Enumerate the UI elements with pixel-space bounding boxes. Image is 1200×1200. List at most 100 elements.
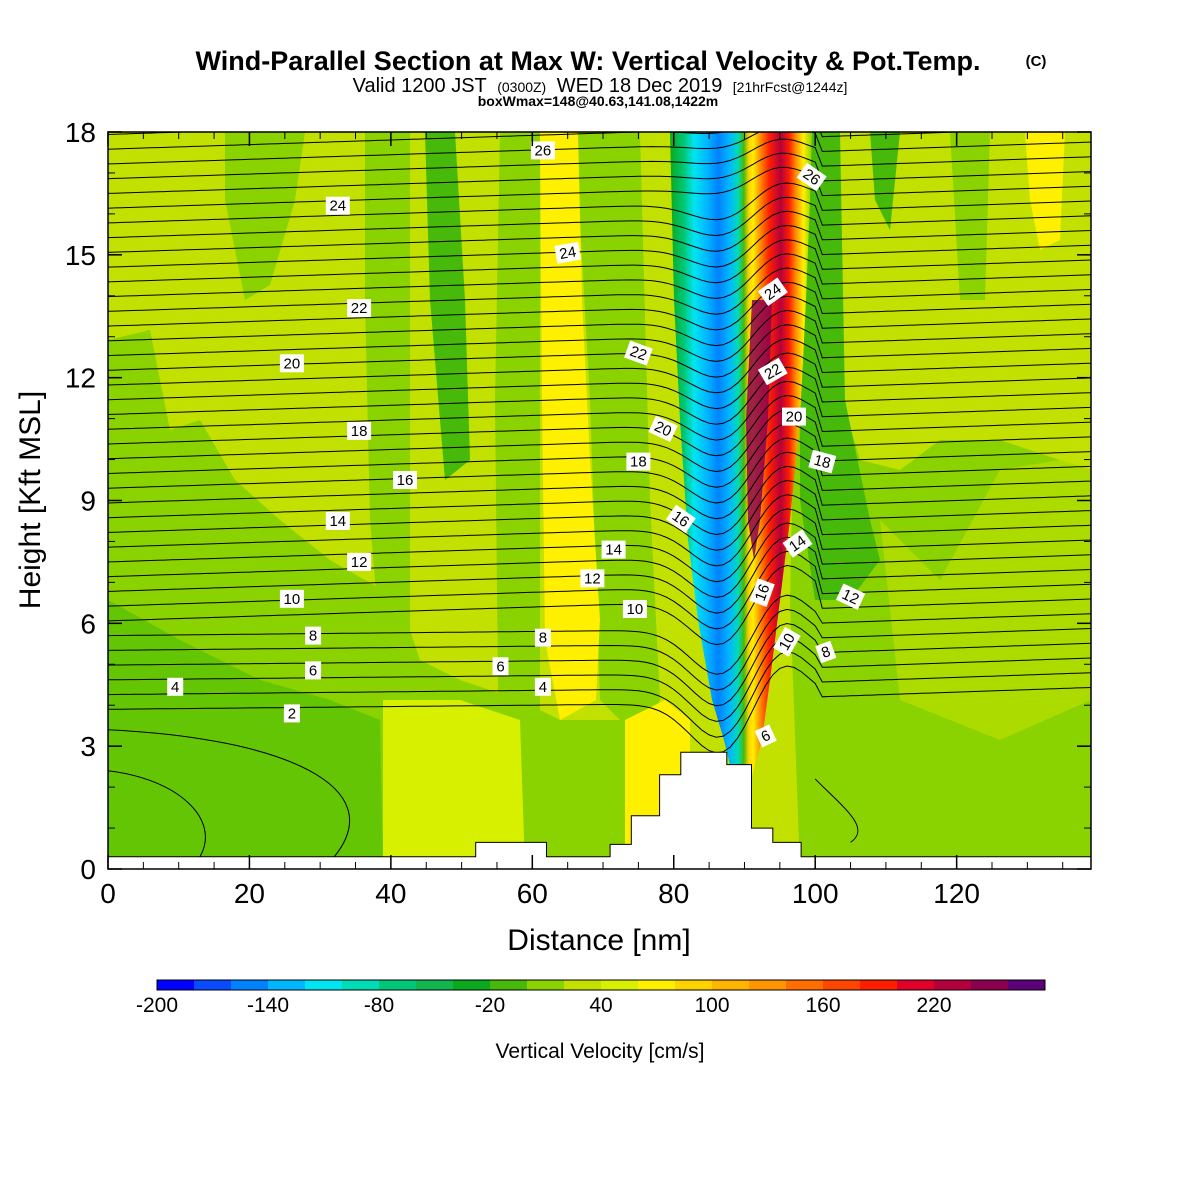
theta-contour-line [108,651,1091,738]
velocity-region-right-green-3 [950,132,990,300]
colorbar-tick-label: 160 [805,994,840,1017]
y-tick-label: 0 [80,854,96,885]
theta-label-box [530,141,555,160]
theta-label: 26 [530,141,555,160]
theta-contour-line [108,409,1091,473]
theta-contour-line [108,437,1091,504]
theta-label-text: 10 [627,601,644,618]
theta-label: 8 [815,640,837,664]
theta-label-box [757,357,788,386]
theta-label-box [305,626,322,645]
theta-label-text: 22 [627,343,648,365]
theta-contour-line [108,166,1091,209]
colorbar-swatch [564,980,602,990]
colorbar-swatch [527,980,565,990]
theta-label-box [648,415,678,443]
theta-label-box [305,661,322,680]
theta-contour-line [108,132,971,150]
theta-label: 6 [305,661,322,680]
theta-label: 24 [325,196,350,215]
theta-label-text: 4 [539,679,547,696]
theta-contour-line [108,608,1091,691]
theta-label: 16 [749,578,775,607]
y-tick-label: 18 [65,117,96,148]
theta-label-text: 16 [669,508,692,531]
velocity-region-right-green-2 [870,132,900,230]
theta-contour-line [108,352,1091,410]
theta-contour-line [108,309,1091,362]
colorbar-tick-label: -20 [475,994,505,1017]
theta-label-text: 12 [584,570,601,587]
theta-label-text: 18 [630,454,647,471]
theta-label: 4 [167,677,184,696]
theta-label: 16 [665,504,696,534]
theta-contour-line [108,729,350,858]
theta-label: 26 [796,162,827,192]
theta-contour-line [108,622,1091,707]
theta-label-text: 16 [397,472,414,489]
theta-label-box [279,589,304,608]
theta-label: 4 [534,677,551,696]
colorbar-swatch [1008,980,1046,990]
theta-label-box [347,299,372,318]
colorbar-swatch [453,980,491,990]
colorbar-swatch [749,980,787,990]
theta-label-box [835,583,866,610]
colorbar-tick-label: 220 [916,994,951,1017]
velocity-region-left-darkgreen [108,600,383,869]
theta-label-text: 26 [535,142,552,159]
y-axis-title: Height [Kft MSL] [14,391,47,609]
velocity-region-stripe-2 [365,132,410,700]
velocity-region-yellow-pocket [383,700,525,869]
colorbar-swatch [379,980,417,990]
x-axis: 0 20 40 60 80 100 120 [100,132,980,909]
theta-label-text: 18 [812,452,833,473]
colorbar-swatch [342,980,380,990]
theta-contour-line [108,465,1091,536]
theta-label-box [347,552,372,571]
theta-label-box [325,196,350,215]
theta-contour-line [108,182,1091,224]
theta-contour-line [108,494,1091,567]
theta-label-box [749,578,775,607]
theta-label-text: 12 [351,554,368,571]
velocity-region-stripe-5 [575,132,660,740]
colorbar-swatch [712,980,750,990]
y-tick-label: 15 [65,240,96,271]
theta-label-text: 6 [496,658,504,675]
theta-label: 10 [773,626,801,657]
theta-contour-line [108,196,1091,239]
subtitle-date: WED 18 Dec 2019 [557,75,723,97]
x-tick-label: 40 [375,878,406,909]
theta-label: 8 [305,626,322,645]
colorbar-tick-label: -80 [364,994,394,1017]
colorbar-swatch [786,980,824,990]
theta-label: 10 [279,589,304,608]
chart-subtitle: Valid 1200 JST (0300Z) WED 18 Dec 2019 [… [353,75,848,97]
theta-label-box [665,504,696,534]
theta-label-text: 22 [762,360,785,383]
velocity-region-stripe-4 [495,132,540,869]
x-tick-label: 80 [658,878,689,909]
y-axis: 0 3 6 9 12 15 18 [65,117,1091,885]
theta-contour-line [814,778,859,843]
colorbar-swatch [194,980,232,990]
theta-label-box [815,640,837,664]
colorbar-tick-label: 100 [694,994,729,1017]
theta-contour-line [108,281,1091,331]
colorbar-swatch [675,980,713,990]
theta-contour-line [108,210,1091,253]
colorbar-swatch [860,980,898,990]
chart-subtitle-line2: boxWmax=148@40.63,141.08,1422m [478,93,719,109]
colorbar-swatch [823,980,861,990]
theta-label: 20 [279,354,304,373]
subtitle-forecast: [21hrFcst@1244z] [733,79,848,95]
theta-contour-line [108,295,1091,347]
x-tick-label: 120 [933,878,980,909]
colorbar-swatch [490,980,528,990]
theta-label: 18 [347,421,372,440]
theta-label: 12 [347,552,372,571]
theta-label: 22 [347,299,372,318]
y-tick-label: 12 [65,363,96,394]
